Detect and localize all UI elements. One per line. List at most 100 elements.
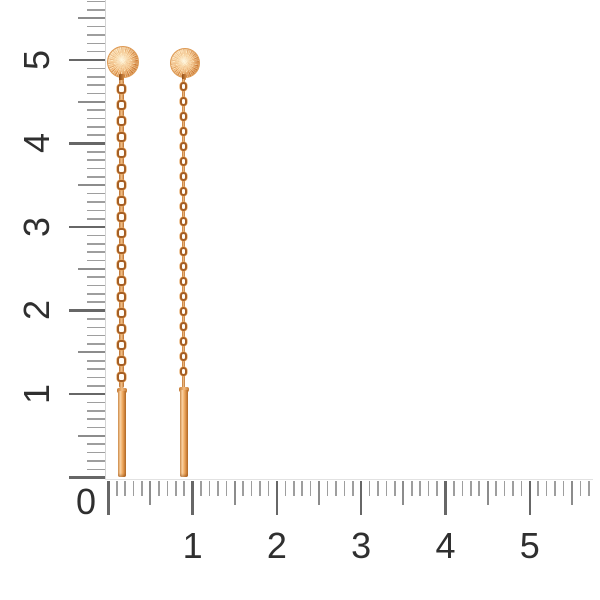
- hruler-tick: [402, 481, 405, 505]
- vruler-tick: [87, 126, 105, 128]
- chain-link: [117, 84, 126, 94]
- chain-link: [180, 247, 187, 256]
- vruler-tick: [87, 92, 105, 95]
- hruler-tick: [495, 481, 497, 496]
- chain-link: [117, 196, 126, 206]
- hruler-tick: [377, 481, 379, 496]
- vruler-label: 3: [16, 216, 57, 237]
- vruler-tick: [87, 159, 105, 162]
- hruler-tick: [217, 481, 219, 496]
- chain-link: [117, 116, 126, 126]
- hruler-label: 3: [351, 525, 372, 566]
- hruler-tick: [394, 481, 396, 496]
- chain-link: [180, 352, 187, 361]
- hruler-tick: [554, 481, 556, 496]
- chain-link: [180, 127, 187, 136]
- hruler-tick: [183, 481, 185, 496]
- vruler-label: 2: [16, 300, 57, 321]
- hruler-tick: [326, 481, 329, 496]
- hruler-tick: [132, 481, 135, 496]
- hruler-tick: [545, 481, 548, 496]
- vruler-tick: [78, 184, 105, 187]
- chain-link: [180, 187, 187, 196]
- vruler-tick: [87, 134, 105, 137]
- vruler-tick: [87, 0, 105, 3]
- vruler-tick: [69, 142, 105, 145]
- vruler-tick: [87, 293, 105, 295]
- chain-link: [117, 244, 126, 254]
- hruler-tick: [368, 481, 371, 496]
- chain-link: [180, 307, 187, 316]
- vruler-tick: [87, 284, 105, 287]
- vruler-tick: [69, 392, 105, 396]
- vruler-tick: [87, 410, 105, 412]
- hruler-tick: [259, 481, 261, 496]
- vruler-tick: [87, 75, 105, 78]
- hruler-tick: [419, 481, 421, 496]
- hruler-tick: [570, 481, 573, 505]
- sunburst-disc-stud: [170, 47, 200, 78]
- vruler-tick: [69, 225, 105, 229]
- vertical-axis-line: [104, 0, 106, 479]
- hruler-tick: [343, 481, 346, 496]
- vruler-tick: [87, 50, 105, 53]
- vruler-label: 1: [16, 383, 57, 404]
- vruler-tick: [87, 209, 105, 212]
- vruler-tick: [69, 309, 105, 312]
- vruler-tick: [87, 401, 105, 404]
- vruler-label: 4: [16, 133, 57, 154]
- threader-pin-cap: [178, 387, 189, 392]
- hruler-label: 2: [266, 525, 287, 566]
- vruler-tick: [87, 201, 105, 203]
- vruler-tick: [87, 192, 105, 195]
- vruler-tick: [87, 109, 105, 111]
- hruler-tick: [309, 481, 312, 496]
- vruler-tick: [87, 376, 105, 379]
- hruler-tick: [267, 481, 270, 496]
- vruler-tick: [87, 217, 105, 220]
- vruler-tick: [87, 243, 105, 245]
- hruler-label: 4: [435, 525, 456, 566]
- threader-pin-cap: [117, 388, 127, 393]
- vruler-tick: [87, 359, 105, 362]
- vruler-tick: [87, 176, 105, 178]
- chain-link: [117, 212, 126, 222]
- vruler-tick: [78, 17, 105, 20]
- vruler-tick: [87, 34, 105, 36]
- hruler-tick: [385, 481, 388, 496]
- hruler-tick: [166, 481, 169, 496]
- hruler-label: 1: [182, 525, 203, 566]
- vruler-tick: [87, 67, 105, 70]
- hruler-tick: [427, 481, 430, 496]
- hruler-tick: [318, 481, 321, 505]
- hruler-tick: [503, 481, 506, 496]
- vruler-tick: [87, 167, 105, 170]
- chain-link: [180, 367, 187, 376]
- chain-link: [180, 157, 187, 166]
- disc-post: [119, 74, 124, 81]
- threader-pin-bar: [179, 390, 188, 477]
- hruler-tick: [158, 481, 160, 496]
- vruler-tick: [87, 385, 105, 387]
- vruler-tick: [69, 476, 105, 479]
- horizontal-axis-line: [104, 478, 593, 481]
- chain-link: [117, 324, 126, 334]
- vruler-tick: [78, 351, 105, 354]
- chain-link: [117, 148, 126, 158]
- vruler-tick: [87, 468, 105, 471]
- vruler-tick: [87, 301, 105, 304]
- chain-link: [117, 308, 126, 318]
- chain-link: [117, 340, 126, 350]
- ruler-origin-label: 0: [75, 481, 97, 522]
- hruler-tick: [107, 481, 110, 515]
- vruler-tick: [69, 58, 105, 62]
- hruler-tick: [225, 481, 228, 496]
- sunburst-disc-stud: [106, 45, 139, 78]
- vruler-tick: [87, 460, 105, 462]
- hruler-tick: [174, 481, 177, 496]
- vruler-tick: [87, 418, 105, 421]
- vruler-tick: [87, 451, 105, 454]
- vruler-tick: [87, 426, 105, 429]
- disc-post: [181, 74, 186, 80]
